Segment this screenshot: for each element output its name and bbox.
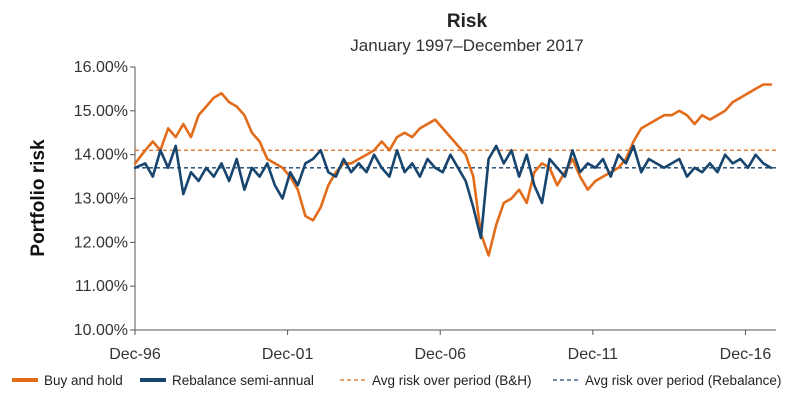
y-axis-label: Portfolio risk [28, 139, 49, 257]
x-tick-label: Dec-01 [262, 346, 314, 363]
x-tick-label: Dec-06 [414, 346, 466, 363]
y-tick-label: 11.00% [75, 278, 128, 295]
rebalance-line [133, 144, 773, 240]
legend-label: Rebalance semi-annual [172, 373, 314, 388]
legend-label: Buy and hold [44, 373, 123, 388]
chart-subtitle: January 1997–December 2017 [350, 36, 583, 55]
chart-title: Risk [447, 11, 488, 32]
y-tick-label: 12.00% [74, 234, 128, 251]
y-tick-label: 14.00% [74, 147, 128, 164]
y-tick-label: 15.00% [74, 103, 128, 120]
plot-area: 10.00% 11.00% 12.00% 13.00% 14.00% 15.00% 16.0… [74, 59, 776, 363]
buy-and-hold-line [133, 83, 773, 257]
x-tick-label: Dec-16 [720, 346, 772, 363]
x-tick-label: Dec-11 [568, 346, 618, 363]
y-tick-label: 10.00% [74, 322, 128, 339]
legend: Buy and hold Rebalance semi-annual Avg ris… [12, 373, 781, 388]
y-tick-label: 16.00% [74, 59, 128, 76]
legend-label: Avg risk over period (Rebalance) [585, 373, 781, 388]
x-tick-label: Dec-96 [109, 346, 161, 363]
y-tick-label: 13.00% [74, 191, 128, 208]
legend-label: Avg risk over period (B&H) [372, 373, 532, 388]
